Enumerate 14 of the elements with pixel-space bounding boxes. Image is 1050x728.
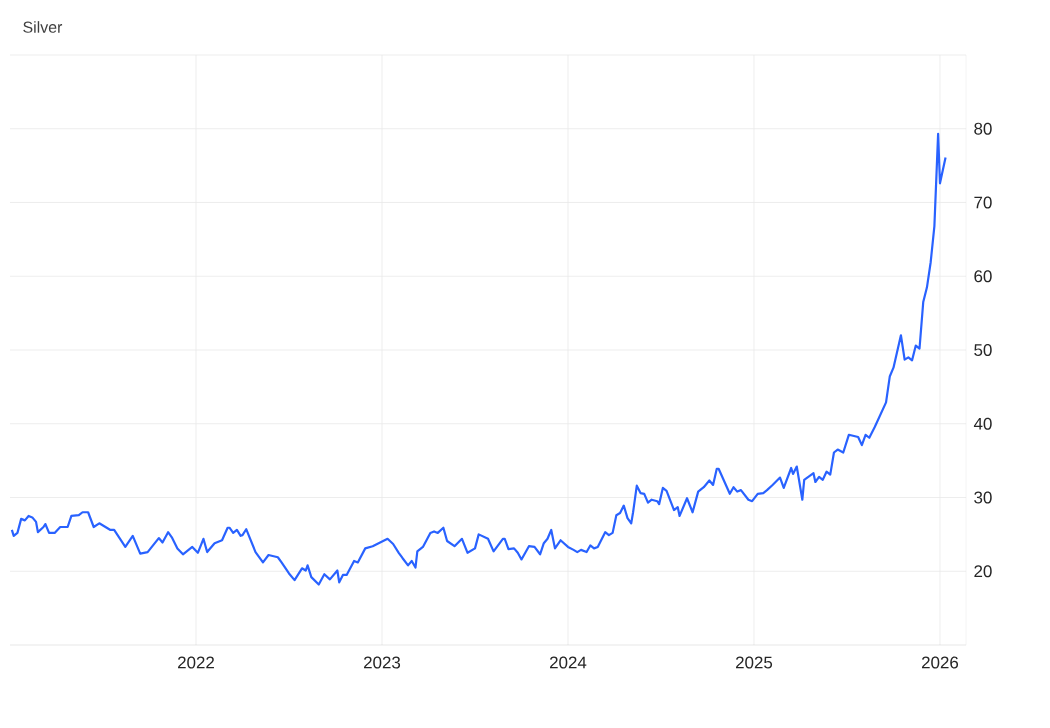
x-tick-label: 2023	[364, 656, 401, 669]
x-tick-label: 2024	[550, 656, 587, 669]
y-tick-label: 60	[974, 270, 992, 283]
y-tick-label: 30	[974, 491, 992, 504]
y-tick-label: 50	[974, 344, 992, 356]
x-tick-label: 2026	[922, 656, 959, 669]
line-series	[10, 132, 947, 586]
x-tick-label: 2022	[178, 656, 214, 669]
y-tick-label: 70	[974, 196, 992, 209]
y-tick-label: 80	[974, 122, 992, 135]
x-tick-label: 2025	[736, 656, 773, 669]
y-tick-label: 20	[974, 565, 992, 578]
y-tick-label: 40	[973, 417, 992, 430]
chart-title: Silver	[23, 21, 63, 33]
